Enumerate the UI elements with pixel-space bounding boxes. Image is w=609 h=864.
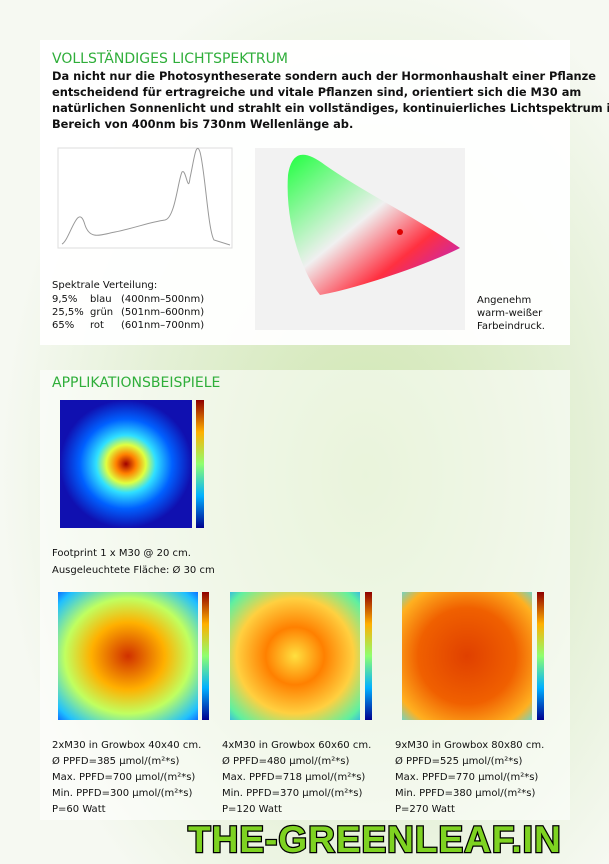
caption: Max. PPFD=770 µmol/(m²*s) <box>395 772 538 783</box>
text: Farbeindruck. <box>477 321 545 332</box>
caption: Min. PPFD=380 µmol/(m²*s) <box>395 788 535 799</box>
caption: 4xM30 in Growbox 60x60 cm. <box>222 740 371 751</box>
distribution-cell: (501nm–600nm) <box>121 307 204 318</box>
caption: Max. PPFD=718 µmol/(m²*s) <box>222 772 365 783</box>
caption: Ausgeleuchtete Fläche: Ø 30 cm <box>52 564 215 576</box>
text: Angenehm <box>477 295 531 306</box>
caption: Min. PPFD=370 µmol/(m²*s) <box>222 788 362 799</box>
paragraph-line: Da nicht nur die Photosyntheserate sonde… <box>52 69 596 83</box>
caption: Ø PPFD=525 µmol/(m²*s) <box>395 755 522 767</box>
heatmap <box>58 592 544 720</box>
distribution-cell: rot <box>90 320 104 331</box>
heatmap <box>60 400 204 528</box>
paragraph-line: entscheidend für ertragreiche und vitale… <box>52 85 581 99</box>
caption: Ø PPFD=480 µmol/(m²*s) <box>222 755 349 767</box>
distribution-cell: (601nm–700nm) <box>121 320 204 331</box>
heading: VOLLSTÄNDIGES LICHTSPEKTRUM <box>52 49 288 67</box>
distribution-cell: (400nm–500nm) <box>121 294 204 305</box>
caption: P=120 Watt <box>222 804 282 815</box>
caption: Min. PPFD=300 µmol/(m²*s) <box>52 788 192 799</box>
paragraph-line: Bereich von 400nm bis 730nm Wellenlänge … <box>52 117 353 131</box>
footer-logo: THE-GREENLEAF.IN <box>188 819 562 860</box>
distribution-cell: 25,5% <box>52 307 84 318</box>
distribution-cell: blau <box>90 294 112 305</box>
paragraph-line: natürlichen Sonnenlicht und strahlt ein … <box>52 101 609 115</box>
heading: APPLIKATIONSBEISPIELE <box>52 375 220 391</box>
distribution-cell: 9,5% <box>52 294 77 305</box>
distribution-cell: 65% <box>52 320 74 331</box>
caption: P=270 Watt <box>395 804 455 815</box>
distribution-cell: grün <box>90 307 113 318</box>
text: Spektrale Verteilung: <box>52 280 157 291</box>
caption: Max. PPFD=700 µmol/(m²*s) <box>52 772 195 783</box>
spectrum-chart <box>57 147 233 249</box>
text: warm-weißer <box>477 308 543 319</box>
caption: 9xM30 in Growbox 80x80 cm. <box>395 740 544 751</box>
cie-chart <box>255 148 465 330</box>
caption: 2xM30 in Growbox 40x40 cm. <box>52 740 201 751</box>
caption: Footprint 1 x M30 @ 20 cm. <box>52 548 191 559</box>
caption: Ø PPFD=385 µmol/(m²*s) <box>52 755 179 767</box>
caption: P=60 Watt <box>52 804 106 815</box>
